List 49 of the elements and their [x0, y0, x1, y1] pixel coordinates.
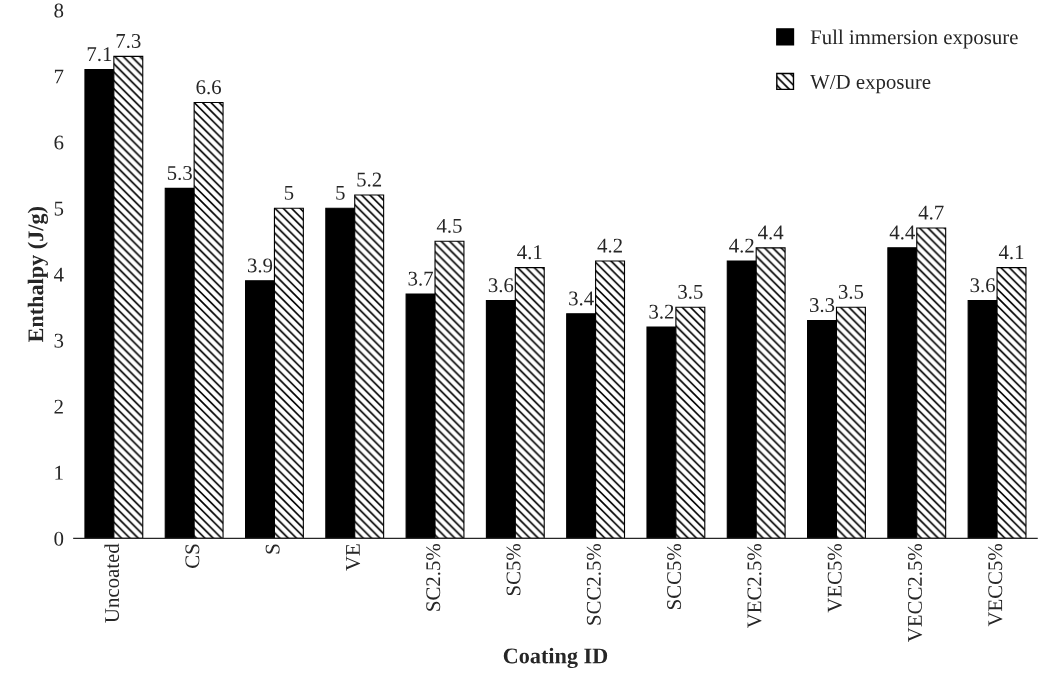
x-tick-label: SC2.5%	[426, 543, 441, 611]
y-tick-label: 5	[54, 201, 64, 216]
data-label: 4.1	[998, 245, 1024, 260]
data-label: 3.6	[970, 278, 996, 293]
data-label: 3.5	[838, 284, 864, 299]
data-label: 4.2	[597, 238, 622, 253]
x-tick-label: S	[265, 544, 280, 554]
data-label: 3.7	[408, 271, 433, 286]
x-tick-label: VECC5%	[988, 543, 1003, 627]
data-label: 7.3	[116, 33, 141, 49]
data-label: 4.4	[758, 225, 784, 240]
x-tick-label: VECC2.5%	[907, 543, 923, 642]
y-tick-label: 6	[54, 135, 64, 150]
y-tick-label: 3	[54, 333, 64, 348]
data-label: 3.5	[678, 284, 703, 299]
x-tick-label: VE	[346, 544, 361, 571]
data-label: 3.4	[569, 291, 594, 306]
data-label: 5	[336, 185, 345, 200]
x-tick-label: SC5%	[506, 543, 521, 596]
x-tick-label: SCC2.5%	[586, 543, 601, 625]
y-tick-label: 8	[54, 3, 64, 18]
data-label: 6.6	[196, 80, 221, 95]
y-tick-label: 7	[54, 69, 64, 84]
data-label: 4.1	[517, 245, 542, 260]
data-label: 7.1	[87, 47, 112, 62]
data-label: 4.7	[918, 205, 944, 220]
data-label: 5.2	[357, 172, 382, 187]
data-label: 3.3	[810, 298, 835, 313]
data-label: 4.5	[436, 218, 462, 233]
data-label: 4.2	[729, 238, 754, 253]
y-tick-label: 4	[53, 267, 64, 282]
y-tick-label: 1	[55, 465, 63, 480]
y-axis-title: Enthalpy (J/g)	[27, 207, 49, 343]
legend-label: W/D exposure	[810, 74, 931, 94]
data-label: 3.6	[488, 278, 514, 293]
y-tick-label: 0	[54, 531, 64, 546]
legend-label: Full immersion exposure	[810, 29, 1018, 49]
data-label: 4.4	[889, 225, 916, 240]
x-tick-label: SCC5%	[667, 543, 682, 610]
data-label: 5	[284, 185, 294, 200]
x-tick-label: VEC5%	[827, 543, 842, 613]
data-label: 5.3	[167, 166, 192, 181]
x-axis-title: Coating ID	[503, 647, 608, 669]
x-tick-label: Uncoated	[104, 543, 120, 623]
x-tick-label: CS	[185, 544, 200, 568]
y-tick-label: 2	[54, 399, 63, 414]
data-label: 3.2	[649, 304, 674, 319]
x-tick-label: VEC2.5%	[747, 543, 762, 629]
data-label: 3.9	[247, 258, 273, 273]
